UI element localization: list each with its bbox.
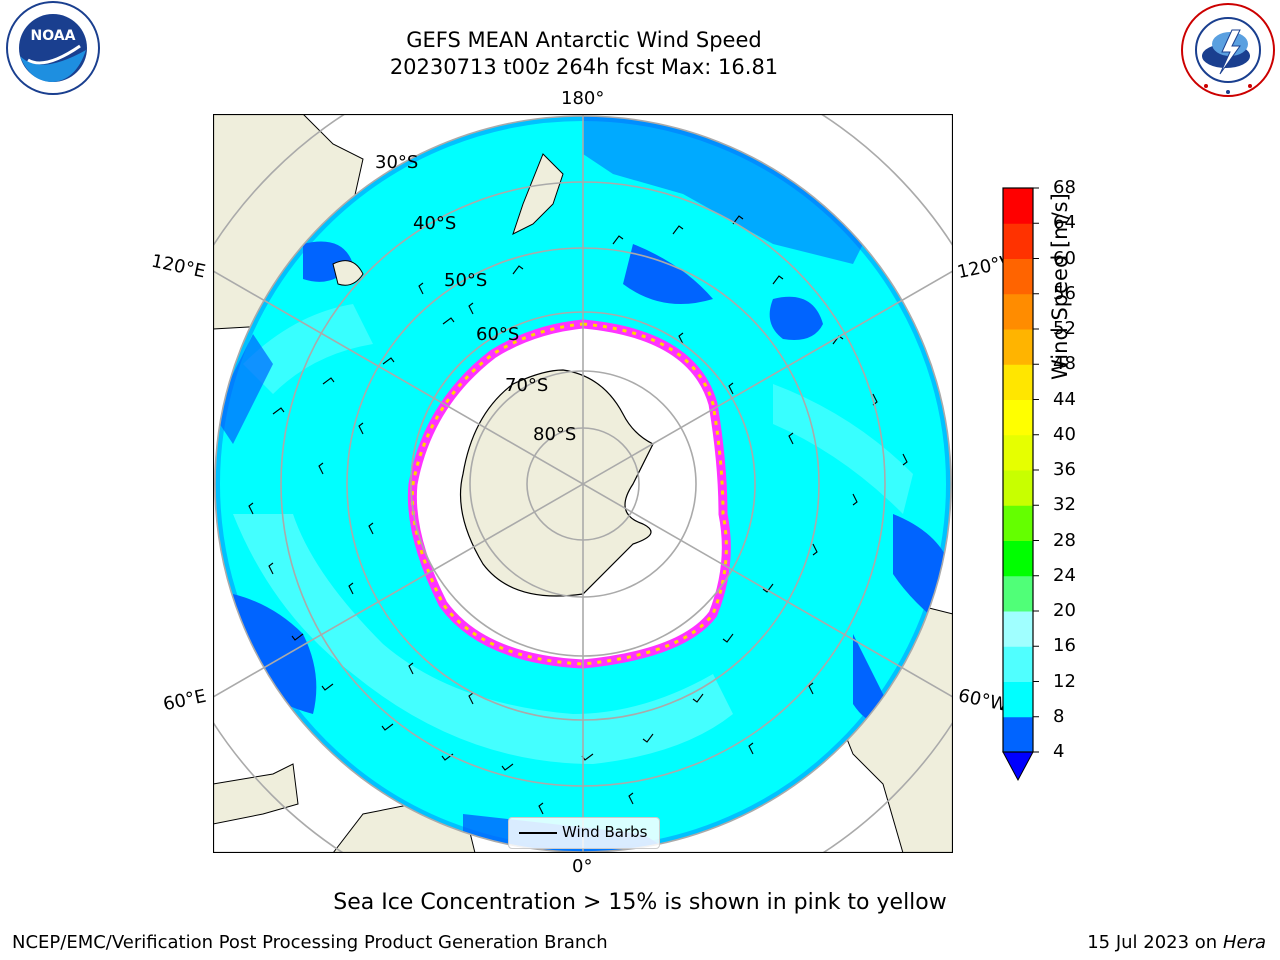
wind-barb-legend-line: [519, 832, 557, 834]
colorbar-cell: [1003, 364, 1033, 400]
polar-map: [213, 114, 953, 853]
colorbar-tick-label: 60: [1053, 247, 1076, 269]
colorbar-tick-label: 32: [1053, 494, 1076, 516]
colorbar-cell: [1003, 188, 1033, 224]
map-legend: Wind Barbs: [508, 817, 660, 849]
colorbar-tick-label: 24: [1053, 564, 1076, 586]
chart-title: GEFS MEAN Antarctic Wind Speed: [406, 28, 762, 52]
graticule: [213, 114, 953, 853]
lat-label-70s: 70°S: [505, 375, 549, 396]
colorbar-tick-label: 56: [1053, 282, 1076, 304]
lat-label-30s: 30°S: [375, 152, 419, 173]
lon-label-180: 180°: [561, 88, 605, 109]
colorbar-tick-label: 12: [1053, 670, 1076, 692]
land-antarctica: [460, 369, 654, 597]
colorbar-cell: [1003, 223, 1033, 259]
colorbar-tick-label: 68: [1053, 177, 1076, 198]
colorbar-cell: [1003, 399, 1033, 436]
footer-host: Hera: [1222, 932, 1266, 953]
colorbar-tick-label: 52: [1053, 318, 1076, 339]
footer-credit: NCEP/EMC/Verification Post Processing Pr…: [12, 932, 608, 953]
sea-ice-note: Sea Ice Concentration > 15% is shown in …: [333, 890, 947, 915]
lat-label-50s: 50°S: [444, 270, 488, 291]
colorbar-tick-label: 36: [1053, 459, 1076, 480]
noaa-logo-text: NOAA: [31, 28, 76, 44]
lat-label-80s: 80°S: [533, 424, 577, 445]
colorbar-tick-label: 8: [1053, 705, 1065, 727]
colorbar-cell: [1003, 646, 1033, 682]
colorbar-cell: [1003, 258, 1033, 295]
lon-label-0: 0°: [572, 856, 593, 877]
colorbar: [1002, 187, 1039, 782]
colorbar-cell: [1003, 716, 1033, 753]
colorbar-cell: [1003, 681, 1033, 718]
colorbar-tick-label: 64: [1053, 212, 1076, 234]
colorbar-cell: [1003, 505, 1033, 541]
colorbar-tick-label: 44: [1053, 388, 1076, 410]
noaa-logo: NOAA: [6, 1, 100, 95]
colorbar-extend-arrow: [1002, 751, 1034, 782]
colorbar-cell: [1003, 434, 1033, 471]
colorbar-tick-label: 40: [1053, 423, 1076, 445]
lat-label-40s: 40°S: [413, 213, 457, 234]
nws-logo: [1181, 3, 1275, 97]
footer-date-text: 15 Jul 2023 on: [1087, 932, 1218, 953]
colorbar-tick-label: 4: [1053, 741, 1065, 762]
chart-subtitle: 20230713 t00z 264h fcst Max: 16.81: [389, 55, 779, 79]
lon-label-60e: 60°E: [161, 685, 208, 716]
lat-label-60s: 60°S: [476, 324, 520, 345]
colorbar-cell: [1003, 575, 1033, 612]
lon-label-120e: 120°E: [149, 250, 208, 283]
colorbar-tick-label: 28: [1053, 529, 1076, 551]
colorbar-tick-label: 16: [1053, 635, 1076, 657]
colorbar-cell: [1003, 293, 1033, 330]
legend-label: Wind Barbs: [562, 823, 648, 841]
colorbar-tick-label: 20: [1053, 600, 1076, 621]
colorbar-cell: [1003, 329, 1033, 365]
colorbar-cell: [1003, 540, 1033, 577]
footer-date: 15 Jul 2023 on Hera: [1087, 932, 1266, 953]
colorbar-cell: [1003, 470, 1033, 506]
land-africa: [213, 763, 299, 825]
wind-barbs: [248, 215, 908, 815]
colorbar-tick-label: 48: [1053, 353, 1076, 375]
colorbar-cell: [1003, 611, 1033, 647]
